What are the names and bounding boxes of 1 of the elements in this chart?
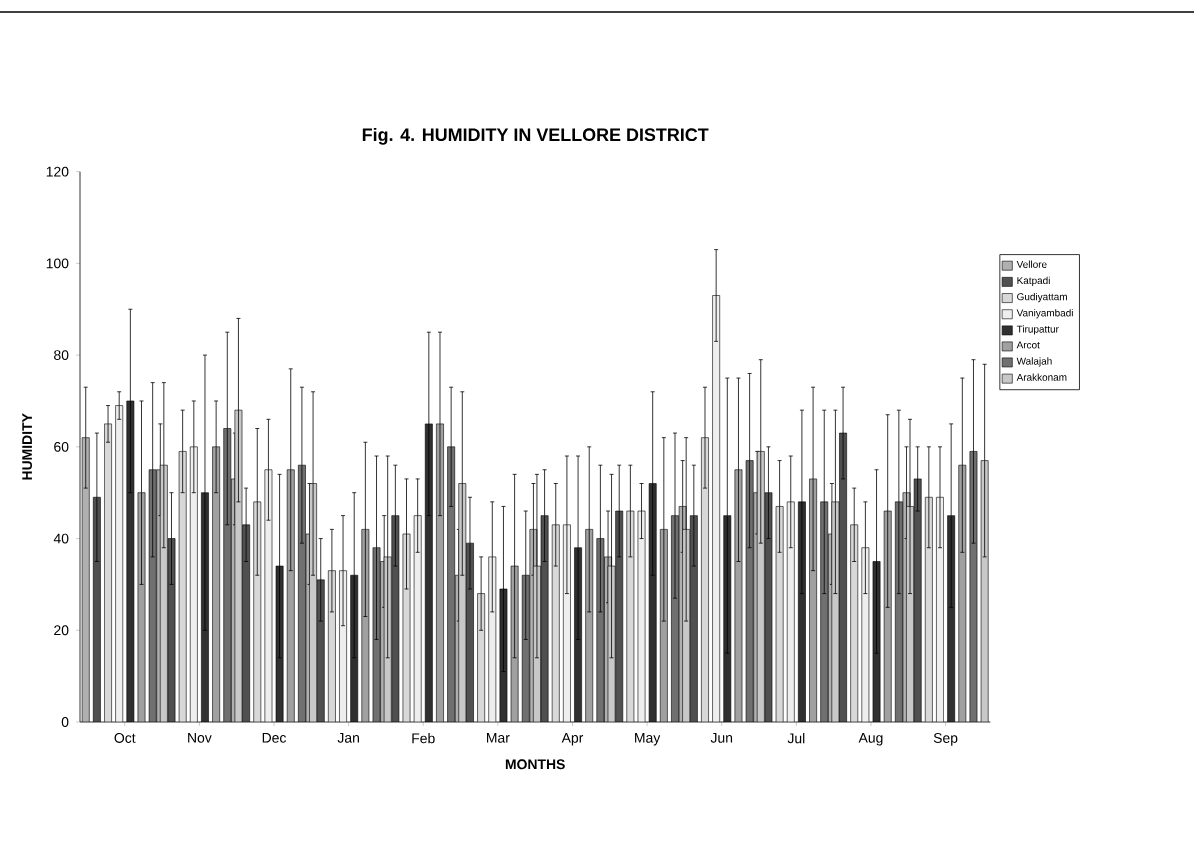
chart-title: Fig. 4. HUMIDITY IN VELLORE DISTRICT [362,127,709,145]
